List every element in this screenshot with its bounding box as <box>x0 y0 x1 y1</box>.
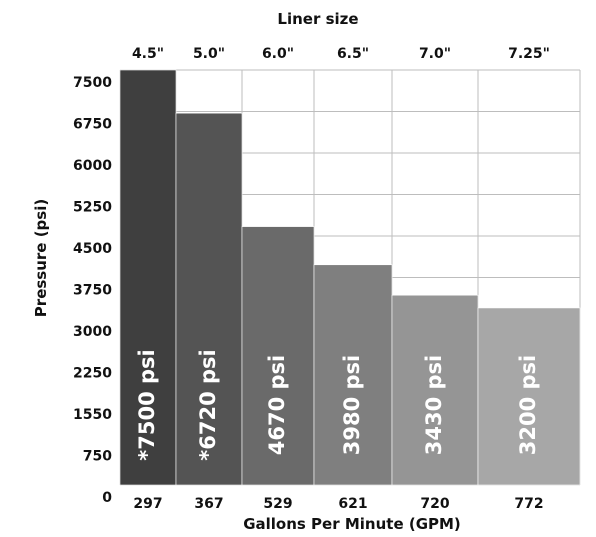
bar-value-label: *7500 psi <box>135 349 159 460</box>
x-tick-label: 720 <box>420 496 449 512</box>
y-tick-label: 3000 <box>73 324 112 340</box>
x-tick-label: 529 <box>263 496 292 512</box>
liner-size-label: 6.5" <box>337 46 369 62</box>
y-tick-label: 2250 <box>73 366 112 382</box>
bar <box>119 69 177 486</box>
bar-value-label: 4670 psi <box>265 355 289 456</box>
top-axis-title: Liner size <box>277 10 358 28</box>
y-tick-label: 6750 <box>73 117 112 133</box>
y-tick-label: 1550 <box>73 407 112 423</box>
y-tick-label: 0 <box>102 490 112 506</box>
y-axis-title: Pressure (psi) <box>32 199 50 317</box>
bar <box>477 307 581 486</box>
liner-size-label: 7.0" <box>419 46 451 62</box>
x-axis-title: Gallons Per Minute (GPM) <box>243 515 461 533</box>
bar-value-label: 3980 psi <box>340 355 364 456</box>
x-tick-label: 621 <box>338 496 367 512</box>
liner-size-label: 7.25" <box>508 46 550 62</box>
y-tick-label: 750 <box>83 449 112 465</box>
bar-value-label: *6720 psi <box>196 349 220 460</box>
y-tick-label: 6000 <box>73 158 112 174</box>
bar-value-label: 3430 psi <box>422 355 446 456</box>
bar <box>313 264 393 486</box>
x-tick-label: 367 <box>194 496 223 512</box>
axes: 7500675060005250450037503000225015507500… <box>73 46 550 512</box>
liner-size-label: 6.0" <box>262 46 294 62</box>
bar-value-label: 3200 psi <box>516 355 540 456</box>
y-tick-label: 5250 <box>73 200 112 216</box>
x-tick-label: 297 <box>133 496 162 512</box>
x-tick-label: 772 <box>514 496 543 512</box>
liner-size-label: 4.5" <box>132 46 164 62</box>
y-tick-label: 7500 <box>73 75 112 91</box>
bar <box>241 226 315 486</box>
y-tick-label: 3750 <box>73 283 112 299</box>
bars: *7500 psi *6720 psi 4670 psi 3980 psi 3430 p… <box>119 69 581 486</box>
y-tick-label: 4500 <box>73 241 112 257</box>
liner-size-label: 5.0" <box>193 46 225 62</box>
bar <box>391 294 479 486</box>
